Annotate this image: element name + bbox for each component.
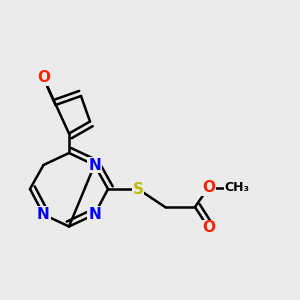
Text: O: O bbox=[202, 180, 215, 195]
Text: N: N bbox=[37, 207, 50, 222]
Text: N: N bbox=[88, 207, 101, 222]
Text: CH₃: CH₃ bbox=[224, 181, 250, 194]
Text: S: S bbox=[133, 182, 143, 196]
Text: N: N bbox=[88, 158, 101, 172]
Text: O: O bbox=[37, 70, 50, 86]
Text: O: O bbox=[202, 220, 215, 236]
